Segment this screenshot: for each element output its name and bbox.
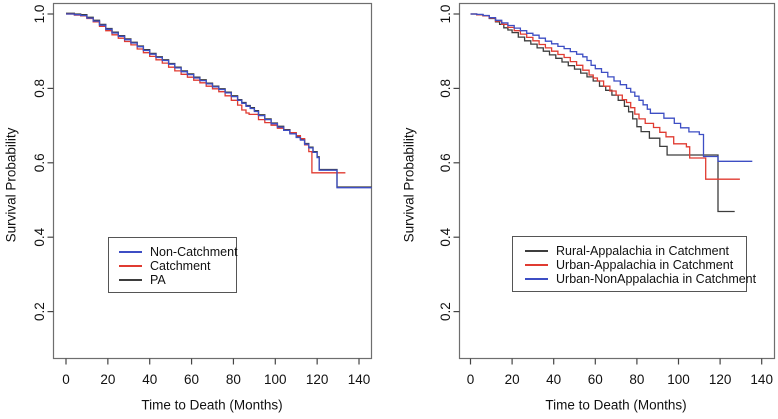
y-axis-label-right: Survival Probability	[401, 127, 417, 243]
x-tick-label: 0	[467, 372, 475, 387]
legend-line-swatch	[525, 264, 548, 266]
curve-non-catchment	[66, 13, 372, 189]
legend-entry: Urban-NonAppalachia in Catchment	[513, 272, 756, 286]
legend-entry: PA	[109, 273, 236, 287]
curve-catchment	[66, 13, 346, 174]
legend-label: Urban-Appalachia in Catchment	[556, 258, 734, 272]
x-tick-label: 120	[709, 372, 732, 387]
y-tick-label: 0.2	[32, 302, 47, 321]
x-axis-label-right: Time to Death (Months)	[545, 397, 687, 413]
y-tick-label: 1.0	[32, 5, 47, 24]
x-axis-label-left: Time to Death (Months)	[141, 397, 283, 413]
x-tick-label: 80	[226, 372, 241, 387]
legend-entry: Non-Catchment	[109, 245, 238, 259]
legend-entry: Urban-Appalachia in Catchment	[513, 258, 746, 272]
curve-pa	[66, 12, 372, 188]
y-tick-label: 0.4	[438, 227, 453, 246]
plot-box	[52, 2, 373, 360]
y-axis-label-left: Survival Probability	[3, 127, 19, 243]
legend-line-swatch	[119, 279, 142, 281]
x-tick-label: 40	[142, 372, 157, 387]
plot-box	[458, 2, 776, 360]
y-tick-label: 0.8	[32, 79, 47, 98]
x-tick-label: 80	[629, 372, 644, 387]
legend-line-swatch	[525, 278, 548, 280]
legend-label: Non-Catchment	[150, 245, 238, 259]
x-tick-label: 40	[546, 372, 561, 387]
y-tick-label: 0.6	[32, 153, 47, 172]
x-tick-label: 60	[588, 372, 603, 387]
x-tick-label: 120	[306, 372, 329, 387]
y-tick-label: 0.4	[32, 227, 47, 246]
curve-urban-nonappalachia-in-catchment	[470, 13, 753, 162]
legend-label: Rural-Appalachia in Catchment	[556, 244, 730, 258]
legend-entry: Catchment	[109, 259, 236, 273]
x-tick-label: 20	[100, 372, 115, 387]
legend-left: Non-Catchment Catchment PA	[108, 237, 238, 293]
x-tick-label: 60	[184, 372, 199, 387]
legend-line-swatch	[525, 250, 548, 252]
x-tick-label: 100	[264, 372, 287, 387]
legend-label: PA	[150, 273, 166, 287]
y-tick-label: 1.0	[438, 5, 453, 24]
x-tick-label: 140	[348, 372, 371, 387]
legend-entry: Rural-Appalachia in Catchment	[513, 244, 746, 258]
legend-label: Urban-NonAppalachia in Catchment	[556, 272, 757, 286]
x-tick-label: 140	[750, 372, 773, 387]
x-tick-label: 100	[667, 372, 690, 387]
legend-line-swatch	[119, 265, 142, 267]
curve-urban-appalachia-in-catchment	[470, 13, 740, 180]
legend-line-swatch	[119, 251, 142, 253]
y-tick-label: 0.2	[438, 302, 453, 321]
x-tick-label: 0	[62, 372, 70, 387]
y-tick-label: 0.6	[438, 153, 453, 172]
legend-label: Catchment	[150, 259, 211, 273]
y-tick-label: 0.8	[438, 79, 453, 98]
curve-rural-appalachia-in-catchment	[470, 13, 735, 213]
x-tick-label: 20	[505, 372, 520, 387]
legend-right: Rural-Appalachia in Catchment Urban-Appal…	[512, 236, 756, 292]
